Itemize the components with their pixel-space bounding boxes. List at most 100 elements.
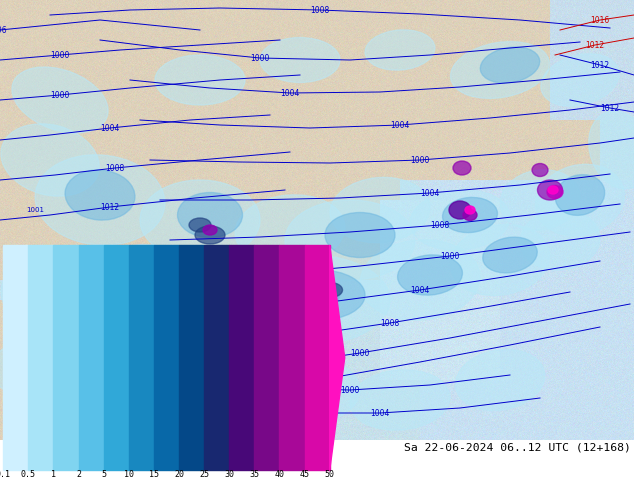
- Text: 1008: 1008: [430, 220, 450, 229]
- Ellipse shape: [260, 38, 340, 82]
- Ellipse shape: [310, 279, 330, 291]
- Ellipse shape: [455, 349, 545, 411]
- Ellipse shape: [133, 257, 187, 293]
- Ellipse shape: [410, 190, 510, 250]
- Text: 2: 2: [76, 470, 81, 479]
- Text: 10: 10: [124, 470, 134, 479]
- Ellipse shape: [520, 210, 600, 270]
- Text: 50: 50: [325, 470, 335, 479]
- Text: 1012: 1012: [585, 41, 605, 49]
- Ellipse shape: [330, 177, 430, 243]
- Text: 996: 996: [253, 277, 267, 283]
- Ellipse shape: [35, 155, 165, 245]
- Ellipse shape: [12, 67, 108, 133]
- Text: 35: 35: [249, 470, 259, 479]
- Text: 1004: 1004: [280, 89, 300, 98]
- Bar: [154, 245, 179, 470]
- Ellipse shape: [235, 195, 345, 265]
- Text: 1004: 1004: [410, 286, 430, 294]
- Ellipse shape: [481, 47, 540, 83]
- Ellipse shape: [538, 180, 562, 200]
- Text: 996: 996: [0, 25, 8, 34]
- Ellipse shape: [240, 355, 360, 425]
- Text: 25: 25: [199, 470, 209, 479]
- Text: 0.5: 0.5: [21, 470, 36, 479]
- Ellipse shape: [541, 54, 619, 106]
- Text: 1012: 1012: [100, 202, 120, 212]
- Text: 1004: 1004: [391, 121, 410, 129]
- Text: 1012: 1012: [590, 60, 609, 70]
- Text: 1000: 1000: [340, 386, 359, 394]
- Text: Precipitation (6h) [mm] ECMWF: Precipitation (6h) [mm] ECMWF: [3, 442, 202, 452]
- Text: 1: 1: [51, 470, 56, 479]
- Ellipse shape: [500, 170, 579, 230]
- Text: 1000: 1000: [50, 91, 70, 99]
- Ellipse shape: [451, 42, 550, 98]
- Ellipse shape: [449, 201, 471, 219]
- Ellipse shape: [230, 255, 390, 345]
- Ellipse shape: [65, 170, 135, 220]
- Text: 1004: 1004: [100, 123, 120, 132]
- Ellipse shape: [51, 349, 129, 391]
- Ellipse shape: [318, 283, 342, 297]
- Text: 1000: 1000: [410, 155, 430, 165]
- Ellipse shape: [463, 210, 477, 220]
- Bar: [254, 245, 280, 470]
- Text: Sa 22-06-2024 06..12 UTC (12+168): Sa 22-06-2024 06..12 UTC (12+168): [404, 442, 631, 452]
- Bar: [204, 245, 230, 470]
- Ellipse shape: [443, 197, 498, 233]
- Ellipse shape: [465, 206, 475, 214]
- Text: 992: 992: [193, 282, 207, 288]
- Text: 45: 45: [299, 470, 309, 479]
- Ellipse shape: [548, 186, 558, 194]
- Ellipse shape: [280, 276, 340, 314]
- Ellipse shape: [365, 30, 435, 70]
- Text: 1008: 1008: [380, 318, 399, 327]
- Ellipse shape: [453, 161, 471, 175]
- Ellipse shape: [450, 224, 550, 295]
- Polygon shape: [330, 245, 345, 470]
- Ellipse shape: [155, 55, 245, 105]
- Bar: [129, 245, 154, 470]
- Ellipse shape: [275, 270, 365, 320]
- Text: 1000: 1000: [351, 348, 370, 358]
- Ellipse shape: [547, 186, 563, 198]
- Bar: [304, 245, 330, 470]
- Ellipse shape: [536, 164, 624, 236]
- Bar: [103, 245, 129, 470]
- Ellipse shape: [325, 213, 395, 258]
- Text: 1004: 1004: [420, 189, 440, 197]
- Text: 1016: 1016: [590, 16, 610, 24]
- Ellipse shape: [130, 315, 270, 386]
- Bar: [79, 245, 103, 470]
- Bar: [280, 245, 304, 470]
- Ellipse shape: [1, 124, 99, 196]
- Ellipse shape: [555, 174, 605, 216]
- Text: 1004: 1004: [370, 409, 390, 417]
- Ellipse shape: [350, 370, 450, 430]
- Ellipse shape: [195, 226, 225, 244]
- Text: 40: 40: [275, 470, 285, 479]
- Ellipse shape: [100, 245, 200, 316]
- Ellipse shape: [178, 193, 242, 238]
- Ellipse shape: [0, 338, 169, 422]
- Text: 998: 998: [303, 272, 317, 278]
- Ellipse shape: [165, 320, 235, 360]
- Ellipse shape: [203, 225, 217, 235]
- Ellipse shape: [1, 258, 119, 342]
- Text: 30: 30: [224, 470, 234, 479]
- Ellipse shape: [38, 274, 102, 316]
- Ellipse shape: [285, 200, 415, 280]
- Bar: [3, 245, 29, 470]
- Ellipse shape: [189, 218, 211, 232]
- Text: 15: 15: [149, 470, 159, 479]
- Bar: [179, 245, 204, 470]
- Bar: [230, 245, 254, 470]
- Ellipse shape: [532, 164, 548, 176]
- Ellipse shape: [398, 255, 462, 295]
- Bar: [53, 245, 79, 470]
- Ellipse shape: [482, 237, 537, 273]
- Text: 20: 20: [174, 470, 184, 479]
- Bar: [29, 245, 53, 470]
- Text: 1000: 1000: [250, 53, 269, 63]
